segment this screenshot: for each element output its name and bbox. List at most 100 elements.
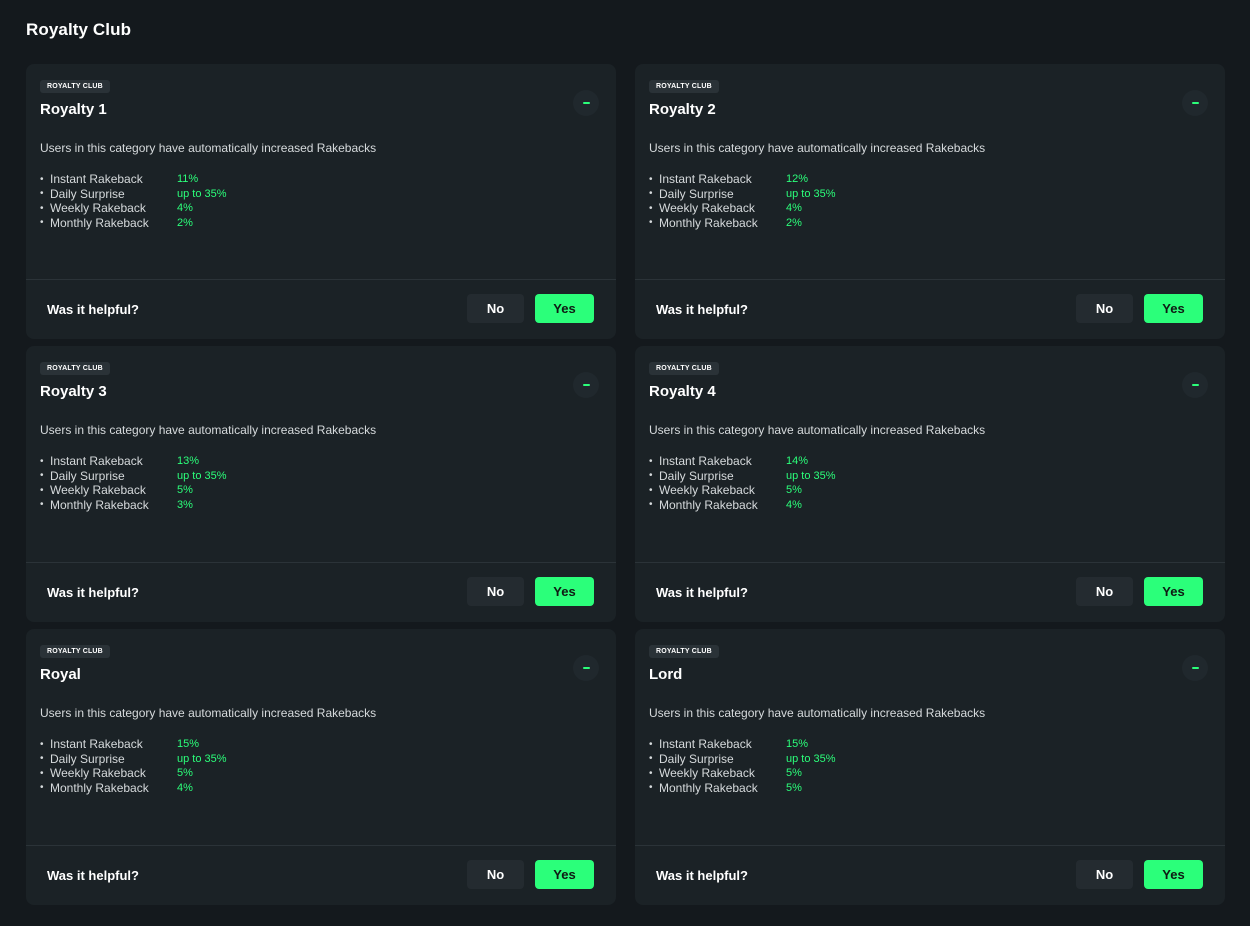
rakeback-label: Monthly Rakeback <box>659 780 758 795</box>
rakeback-label: Monthly Rakeback <box>659 215 758 230</box>
minus-icon <box>1191 384 1199 386</box>
collapse-button[interactable] <box>1182 90 1208 116</box>
rakeback-label: Monthly Rakeback <box>50 780 149 795</box>
category-badge: ROYALTY CLUB <box>649 645 719 658</box>
collapse-button[interactable] <box>573 372 599 398</box>
royalty-card: ROYALTY CLUB Royalty 3 Users in this cat… <box>26 346 616 622</box>
rakeback-value: 5% <box>177 767 193 780</box>
list-item: • Monthly Rakeback 4% <box>649 498 836 513</box>
yes-button[interactable]: Yes <box>535 577 594 606</box>
royalty-card: ROYALTY CLUB Royalty 1 Users in this cat… <box>26 64 616 339</box>
rakeback-value: 12% <box>786 173 809 186</box>
rakeback-value: 5% <box>177 484 193 497</box>
bullet-icon: • <box>40 173 44 185</box>
rakeback-label: Weekly Rakeback <box>659 766 755 781</box>
collapse-button[interactable] <box>1182 655 1208 681</box>
rakeback-label: Weekly Rakeback <box>659 483 755 498</box>
no-button[interactable]: No <box>1076 577 1133 606</box>
royalty-card: ROYALTY CLUB Lord Users in this category… <box>635 629 1225 905</box>
rakeback-label: Daily Surprise <box>659 186 734 201</box>
minus-icon <box>582 384 590 386</box>
rakeback-value: up to 35% <box>786 187 836 200</box>
collapse-button[interactable] <box>573 655 599 681</box>
rakeback-value: 3% <box>177 498 193 511</box>
minus-icon <box>1191 102 1199 104</box>
bullet-icon: • <box>649 499 653 511</box>
no-button[interactable]: No <box>1076 294 1133 323</box>
bullet-icon: • <box>40 470 44 482</box>
rakeback-label: Daily Surprise <box>659 751 734 766</box>
divider <box>26 279 616 280</box>
list-item: • Instant Rakeback 12% <box>649 172 836 187</box>
collapse-button[interactable] <box>1182 372 1208 398</box>
list-item: • Instant Rakeback 14% <box>649 454 836 469</box>
category-badge: ROYALTY CLUB <box>649 362 719 375</box>
bullet-icon: • <box>40 753 44 765</box>
bullet-icon: • <box>649 470 653 482</box>
divider <box>26 562 616 563</box>
card-description: Users in this category have automaticall… <box>40 423 377 437</box>
rakeback-label: Monthly Rakeback <box>659 497 758 512</box>
rakeback-value: 4% <box>177 781 193 794</box>
card-description: Users in this category have automaticall… <box>649 423 986 437</box>
rakeback-value: 4% <box>786 498 802 511</box>
rakeback-value: up to 35% <box>177 469 227 482</box>
list-item: • Daily Surprise up to 35% <box>40 469 227 484</box>
rakeback-list: • Instant Rakeback 15% • Daily Surprise up t… <box>649 737 836 795</box>
rakeback-label: Daily Surprise <box>50 751 125 766</box>
list-item: • Daily Surprise up to 35% <box>40 752 227 767</box>
list-item: • Instant Rakeback 11% <box>40 172 227 187</box>
bullet-icon: • <box>649 753 653 765</box>
bullet-icon: • <box>40 499 44 511</box>
no-button[interactable]: No <box>467 294 524 323</box>
rakeback-label: Instant Rakeback <box>659 737 752 752</box>
rakeback-label: Weekly Rakeback <box>50 201 146 216</box>
yes-button[interactable]: Yes <box>1144 577 1203 606</box>
bullet-icon: • <box>40 484 44 496</box>
list-item: • Monthly Rakeback 2% <box>649 216 836 231</box>
list-item: • Daily Surprise up to 35% <box>40 187 227 202</box>
minus-icon <box>1191 667 1199 669</box>
list-item: • Instant Rakeback 13% <box>40 454 227 469</box>
yes-button[interactable]: Yes <box>1144 294 1203 323</box>
no-button[interactable]: No <box>1076 860 1133 889</box>
rakeback-label: Instant Rakeback <box>50 172 143 187</box>
card-description: Users in this category have automaticall… <box>649 706 986 720</box>
rakeback-label: Weekly Rakeback <box>50 483 146 498</box>
rakeback-value: 15% <box>177 738 200 751</box>
category-badge: ROYALTY CLUB <box>40 80 110 93</box>
card-description: Users in this category have automaticall… <box>40 141 377 155</box>
card-description: Users in this category have automaticall… <box>649 141 986 155</box>
list-item: • Instant Rakeback 15% <box>40 737 227 752</box>
list-item: • Weekly Rakeback 5% <box>649 766 836 781</box>
rakeback-label: Daily Surprise <box>50 186 125 201</box>
no-button[interactable]: No <box>467 577 524 606</box>
yes-button[interactable]: Yes <box>535 860 594 889</box>
rakeback-value: up to 35% <box>177 187 227 200</box>
list-item: • Instant Rakeback 15% <box>649 737 836 752</box>
rakeback-label: Monthly Rakeback <box>50 497 149 512</box>
yes-button[interactable]: Yes <box>535 294 594 323</box>
helpful-question: Was it helpful? <box>47 302 139 317</box>
collapse-button[interactable] <box>573 90 599 116</box>
rakeback-value: 2% <box>177 216 193 229</box>
divider <box>635 279 1225 280</box>
bullet-icon: • <box>649 217 653 229</box>
rakeback-list: • Instant Rakeback 13% • Daily Surprise up t… <box>40 454 227 512</box>
list-item: • Daily Surprise up to 35% <box>649 469 836 484</box>
rakeback-value: 14% <box>786 455 809 468</box>
yes-button[interactable]: Yes <box>1144 860 1203 889</box>
bullet-icon: • <box>40 767 44 779</box>
helpful-question: Was it helpful? <box>656 868 748 883</box>
helpful-question: Was it helpful? <box>47 868 139 883</box>
divider <box>635 562 1225 563</box>
list-item: • Weekly Rakeback 5% <box>40 483 227 498</box>
rakeback-label: Instant Rakeback <box>50 454 143 469</box>
royalty-card: ROYALTY CLUB Royalty 2 Users in this cat… <box>635 64 1225 339</box>
royalty-card: ROYALTY CLUB Royal Users in this categor… <box>26 629 616 905</box>
list-item: • Weekly Rakeback 5% <box>40 766 227 781</box>
card-title: Royalty 1 <box>40 101 107 118</box>
divider <box>635 845 1225 846</box>
no-button[interactable]: No <box>467 860 524 889</box>
category-badge: ROYALTY CLUB <box>40 645 110 658</box>
